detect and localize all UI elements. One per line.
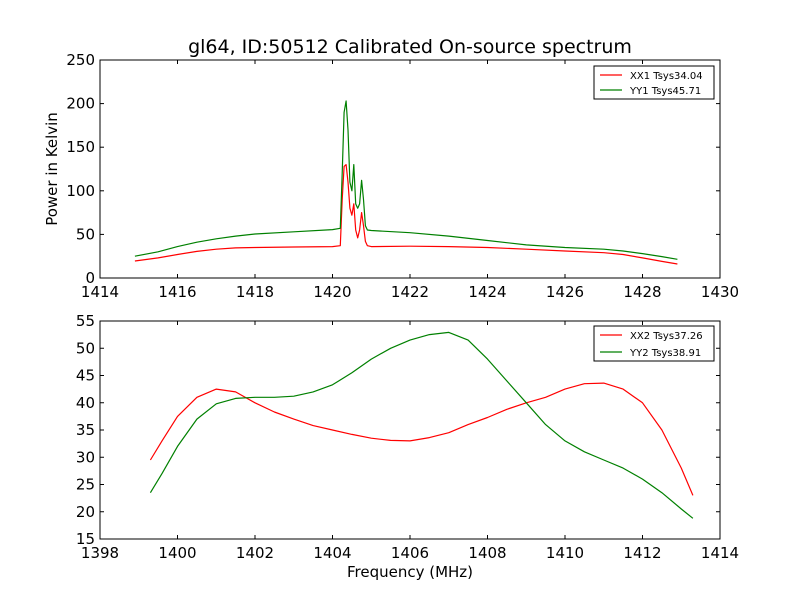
top-x-tick-label: 1426: [546, 283, 584, 301]
top-axis-ticks: 1414 1416 1418 1420 1422 1424 1426 1428 1430 0 50 1…: [66, 51, 739, 301]
top-y-tick-label: 0: [85, 269, 95, 287]
top-y-tick-label: 250: [66, 51, 95, 69]
top-x-tick-label: 1424: [468, 283, 506, 301]
top-x-tick-label: 1422: [391, 283, 429, 301]
bottom-y-tick-label: 15: [76, 530, 95, 548]
top-y-tick-label: 50: [76, 225, 95, 243]
top-x-tick-label: 1430: [701, 283, 739, 301]
bottom-x-tick-label: 1408: [468, 544, 506, 562]
top-series-line-1: [134, 100, 678, 260]
top-y-tick-label: 100: [66, 182, 95, 200]
bottom-axis-ticks: 1398 1400 1402 1404 1406 1408 1410 1412 1414 15 20…: [76, 312, 739, 562]
bottom-legend-box: [593, 325, 715, 362]
bottom-y-tick-label: 20: [76, 503, 95, 521]
top-y-axis-label: Power in Kelvin: [43, 112, 61, 226]
bottom-series-line-1: [149, 331, 694, 519]
bottom-legend: XX2 Tsys37.26 YY2 Tsys38.91: [593, 325, 715, 362]
bottom-y-tick-label: 50: [76, 339, 95, 357]
bottom-y-tick-label: 25: [76, 476, 95, 494]
top-legend: XX1 Tsys34.04 YY1 Tsys45.71: [593, 65, 715, 100]
bottom-x-tick-label: 1404: [313, 544, 351, 562]
bottom-y-tick-label: 45: [76, 367, 95, 385]
bottom-x-tick-label: 1402: [236, 544, 274, 562]
bottom-y-tick-label: 40: [76, 394, 95, 412]
bottom-y-tick-label: 30: [76, 448, 95, 466]
top-legend-label-xx1: XX1 Tsys34.04: [630, 71, 703, 82]
top-legend-label-yy1: YY1 Tsys45.71: [629, 86, 701, 97]
bottom-y-tick-label: 55: [76, 312, 95, 330]
top-series-line-0: [134, 164, 678, 265]
bottom-series-line-0: [149, 382, 694, 496]
bottom-x-tick-label: 1400: [158, 544, 196, 562]
x-axis-label: Frequency (MHz): [347, 563, 473, 581]
top-y-tick-label: 200: [66, 95, 95, 113]
bottom-plot-frame: [99, 320, 721, 540]
top-x-tick-label: 1418: [236, 283, 274, 301]
bottom-spectrum-panel: 1398 1400 1402 1404 1406 1408 1410 1412 1414 15 20…: [76, 312, 739, 562]
bottom-x-tick-label: 1410: [546, 544, 584, 562]
bottom-legend-label-xx2: XX2 Tsys37.26: [630, 331, 703, 342]
bottom-x-tick-label: 1398: [81, 544, 119, 562]
top-legend-box: [593, 65, 715, 100]
top-y-tick-label: 150: [66, 138, 95, 156]
bottom-x-tick-label: 1412: [623, 544, 661, 562]
top-spectrum-panel: 1414 1416 1418 1420 1422 1424 1426 1428 1430 0 50 1…: [43, 51, 739, 301]
top-x-tick-label: 1416: [158, 283, 196, 301]
bottom-x-tick-label: 1414: [701, 544, 739, 562]
top-x-tick-label: 1414: [81, 283, 119, 301]
bottom-series-lines: [149, 331, 694, 519]
bottom-legend-label-yy2: YY2 Tsys38.91: [629, 348, 701, 359]
top-x-tick-label: 1420: [313, 283, 351, 301]
bottom-x-tick-label: 1406: [391, 544, 429, 562]
top-series-lines: [134, 100, 678, 265]
chart-title: gl64, ID:50512 Calibrated On-source spec…: [188, 36, 632, 58]
bottom-y-tick-label: 35: [76, 421, 95, 439]
top-plot-frame: [99, 59, 721, 279]
top-x-tick-label: 1428: [623, 283, 661, 301]
